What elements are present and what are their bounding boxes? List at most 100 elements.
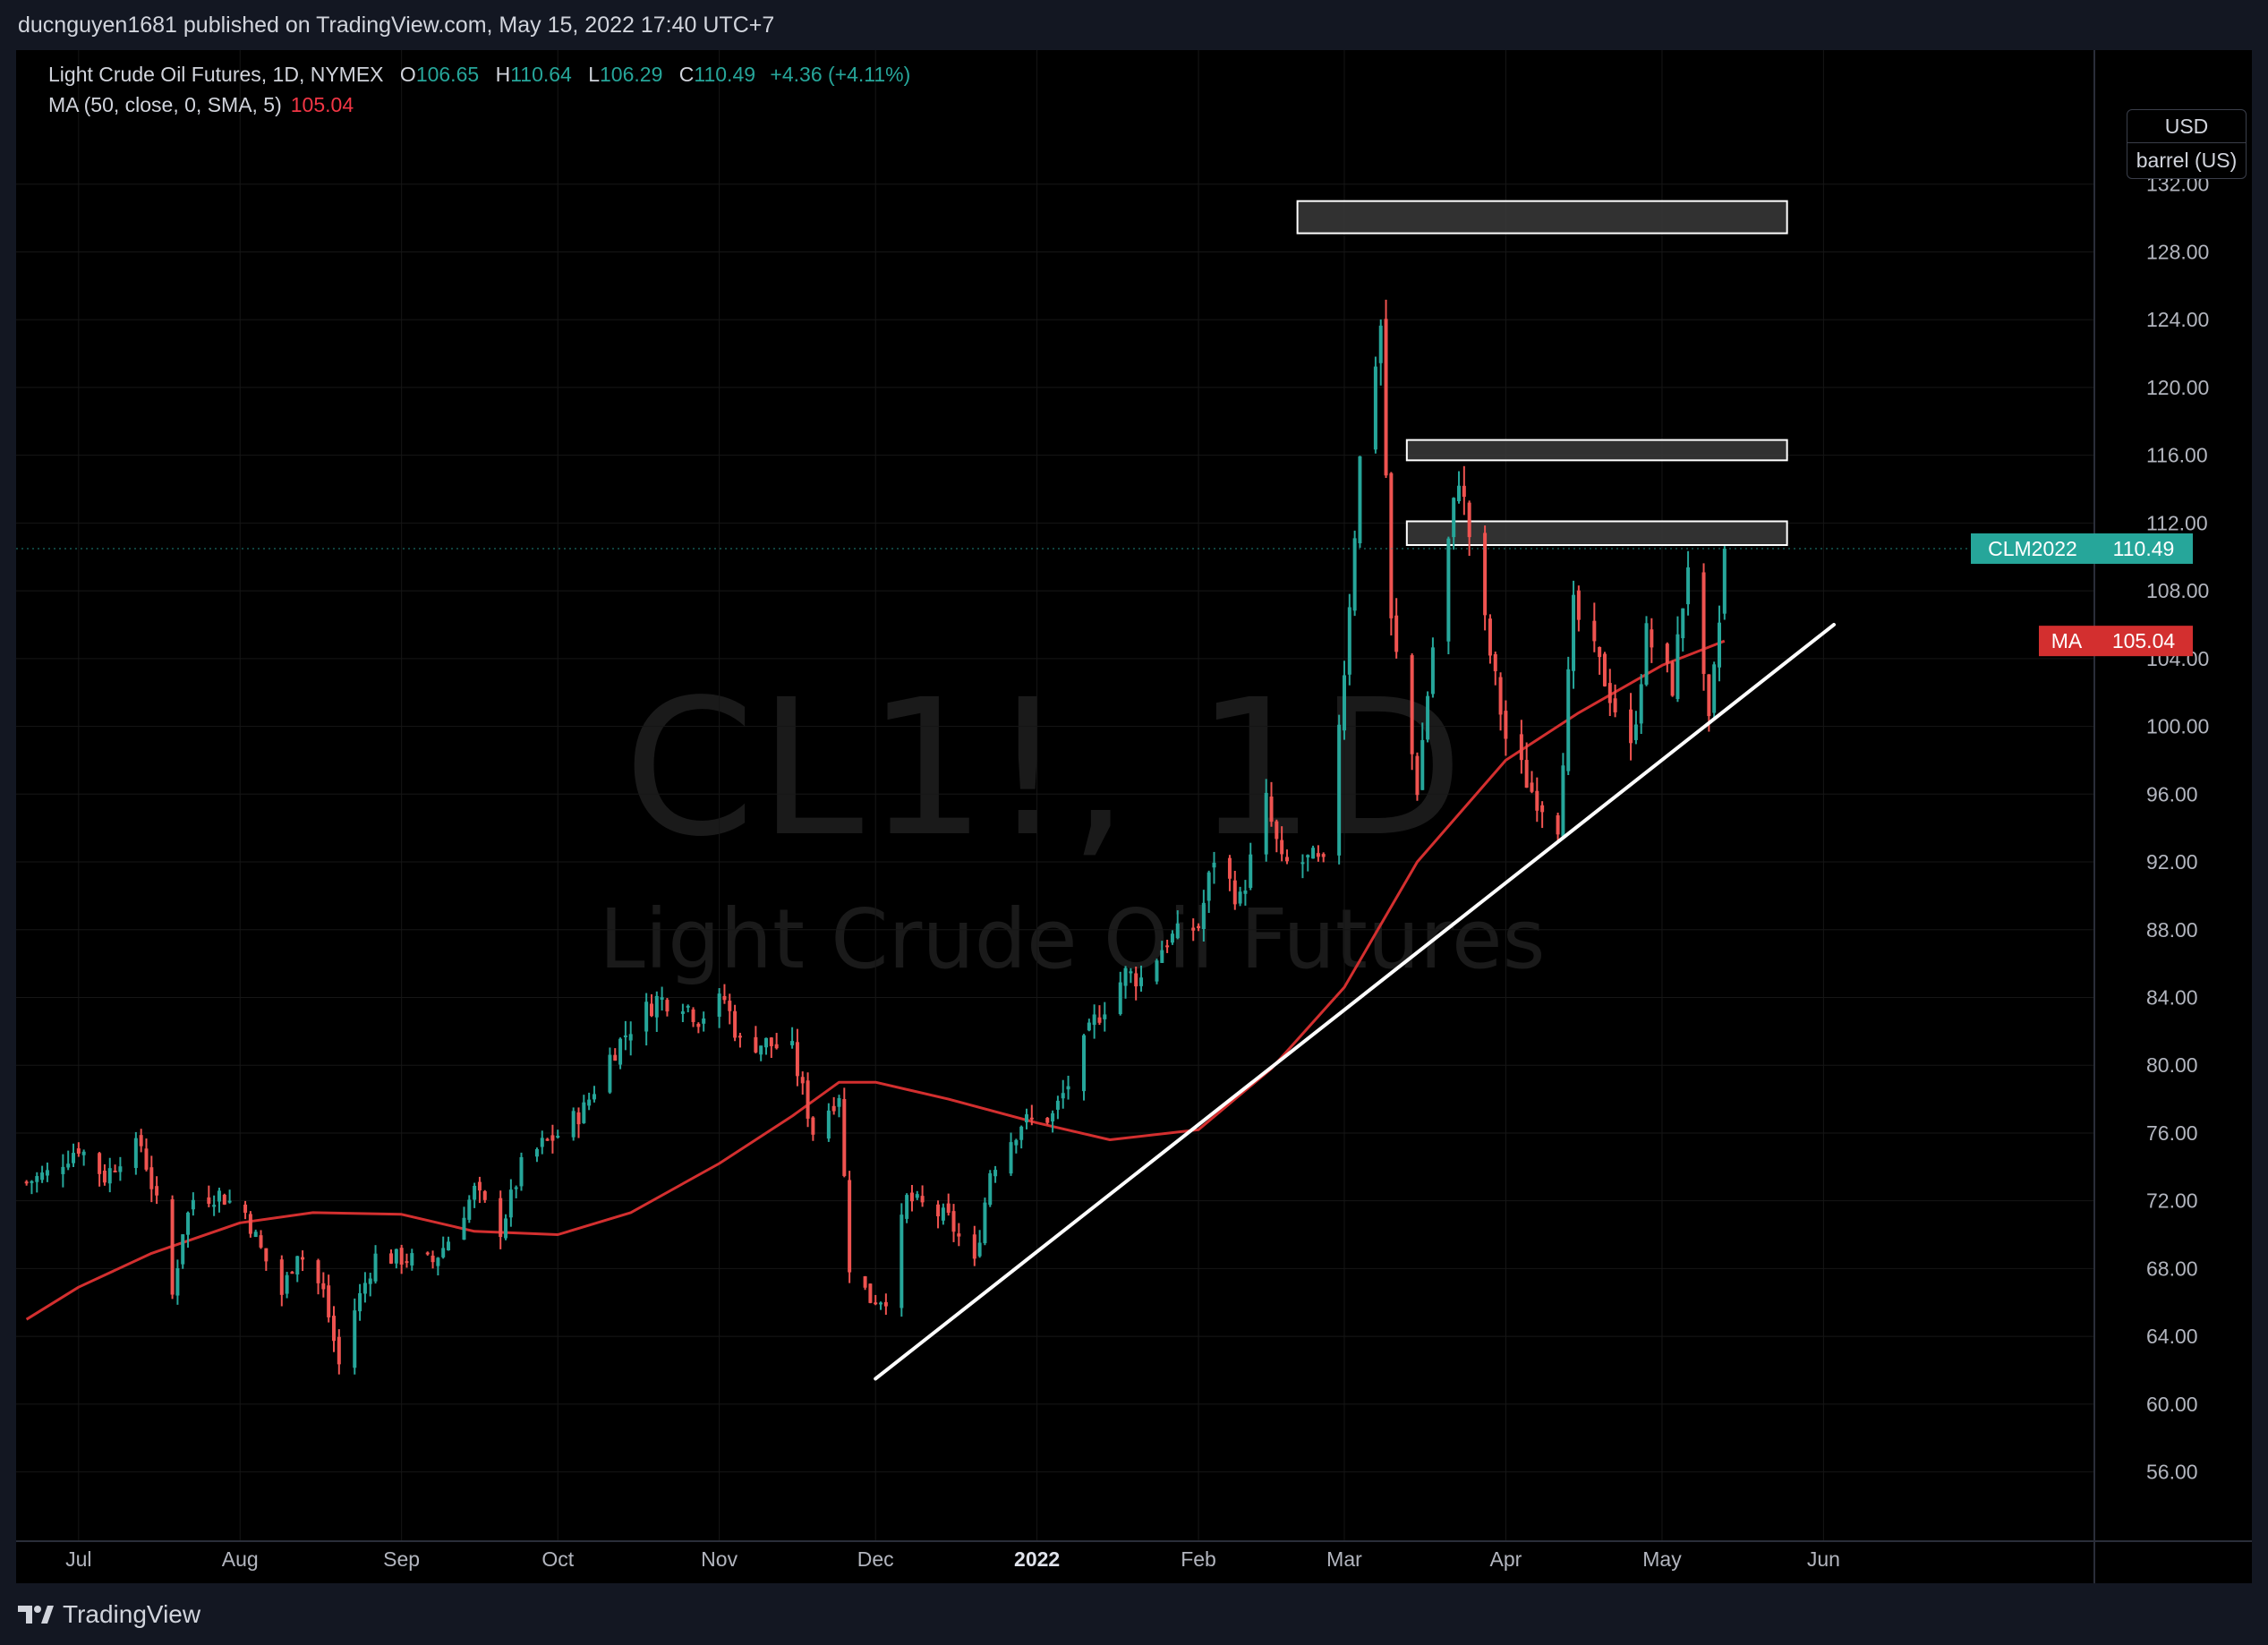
candle-body — [1019, 1126, 1024, 1140]
candle-body — [1504, 711, 1508, 739]
candle — [1686, 550, 1691, 616]
candle-body — [1045, 1118, 1050, 1123]
candle-body — [660, 997, 664, 1000]
candle-body — [1378, 325, 1383, 363]
candle — [1316, 845, 1320, 862]
candle — [909, 1184, 914, 1212]
unit-label[interactable]: barrel (US) — [2136, 149, 2238, 172]
candle — [301, 1250, 305, 1272]
x-tick-label: Mar — [1326, 1547, 1362, 1571]
candle-body — [144, 1148, 149, 1170]
candle-body — [519, 1156, 524, 1187]
candle — [149, 1155, 154, 1203]
candle-body — [1337, 724, 1342, 856]
resistance-zone[interactable] — [1296, 200, 1788, 234]
resistance-zone[interactable] — [1405, 439, 1788, 462]
candle — [222, 1193, 226, 1206]
candle — [1384, 299, 1388, 478]
candle — [1129, 967, 1133, 984]
candle-body — [514, 1187, 518, 1189]
candle — [1051, 1110, 1055, 1133]
candle — [1155, 959, 1159, 984]
candle — [290, 1271, 294, 1274]
candle — [1483, 525, 1488, 631]
candle-body — [1347, 607, 1351, 675]
candle — [113, 1164, 117, 1172]
chart-svg[interactable]: 56.00 60.00 64.00 68.00 72.00 76.00 80.00 84.00… — [16, 50, 2252, 1583]
resistance-zones[interactable] — [1296, 200, 1788, 546]
candle — [45, 1162, 49, 1182]
candle-body — [253, 1232, 258, 1238]
candle — [1175, 910, 1180, 940]
legend-ma[interactable]: MA (50, close, 0, SMA, 5) 105.04 — [48, 93, 354, 117]
x-tick-label: Apr — [1489, 1547, 1522, 1571]
candle — [1123, 966, 1128, 999]
resistance-zone[interactable] — [1405, 520, 1788, 546]
candle — [1639, 674, 1643, 734]
candle — [1540, 801, 1545, 829]
candle — [1014, 1138, 1019, 1154]
candle — [1206, 870, 1211, 914]
candle-body — [983, 1202, 987, 1244]
candle — [462, 1206, 466, 1240]
candle-body — [1639, 684, 1643, 724]
candle-body — [1165, 945, 1170, 948]
candle — [144, 1138, 149, 1172]
candle — [436, 1257, 440, 1276]
candle-body — [1576, 590, 1581, 620]
candle — [1061, 1079, 1065, 1109]
candles — [24, 299, 1727, 1375]
candle-body — [327, 1285, 331, 1317]
candle-body — [795, 1042, 799, 1077]
candle-body — [217, 1190, 221, 1202]
candle-body — [1629, 709, 1633, 744]
candle — [826, 1103, 831, 1142]
candle-body — [1707, 674, 1711, 717]
candle — [1352, 530, 1357, 617]
candle-body — [331, 1316, 336, 1342]
candle — [545, 1138, 550, 1141]
candle — [321, 1272, 326, 1298]
candle — [243, 1200, 248, 1220]
candle — [1197, 923, 1201, 932]
candle-body — [722, 995, 727, 1001]
y-tick-label: 80.00 — [2146, 1053, 2198, 1077]
candle — [680, 1003, 685, 1023]
candle-body — [1082, 1035, 1087, 1092]
candle-body — [1129, 971, 1133, 974]
candle-body — [1524, 760, 1529, 788]
candle-body — [936, 1204, 941, 1216]
candle — [983, 1198, 987, 1246]
candle-body — [848, 1180, 852, 1273]
chart-area[interactable]: CL1!, 1D Light Crude Oil Futures 56.00 60… — [16, 50, 2252, 1583]
candle-body — [1670, 662, 1675, 696]
candle-body — [45, 1170, 49, 1176]
candle — [1306, 854, 1310, 872]
candle-body — [1467, 502, 1471, 538]
legend-ma-label: MA (50, close, 0, SMA, 5) — [48, 93, 282, 116]
candle — [227, 1189, 232, 1204]
candle — [920, 1185, 925, 1207]
candle — [30, 1180, 34, 1195]
currency-unit-box[interactable]: USD barrel (US) — [2127, 109, 2247, 179]
candle-body — [462, 1217, 466, 1240]
candle — [795, 1028, 799, 1087]
candle — [587, 1092, 592, 1111]
candle — [1311, 845, 1316, 859]
currency-label[interactable]: USD — [2127, 110, 2246, 143]
candle — [1457, 471, 1462, 504]
candle-body — [1384, 319, 1388, 476]
candle — [217, 1188, 221, 1213]
candle-body — [1556, 814, 1560, 835]
trendlines[interactable] — [874, 622, 1837, 1381]
candle-body — [1358, 456, 1362, 544]
candle — [951, 1204, 956, 1242]
candle-body — [618, 1038, 623, 1065]
candle-body — [1097, 1017, 1102, 1023]
candle — [181, 1233, 185, 1269]
candle-body — [1452, 498, 1456, 538]
tradingview-logo[interactable]: TradingView — [18, 1599, 200, 1630]
trendline[interactable] — [874, 622, 1837, 1381]
candle-body — [61, 1166, 65, 1174]
candle-body — [279, 1259, 284, 1295]
